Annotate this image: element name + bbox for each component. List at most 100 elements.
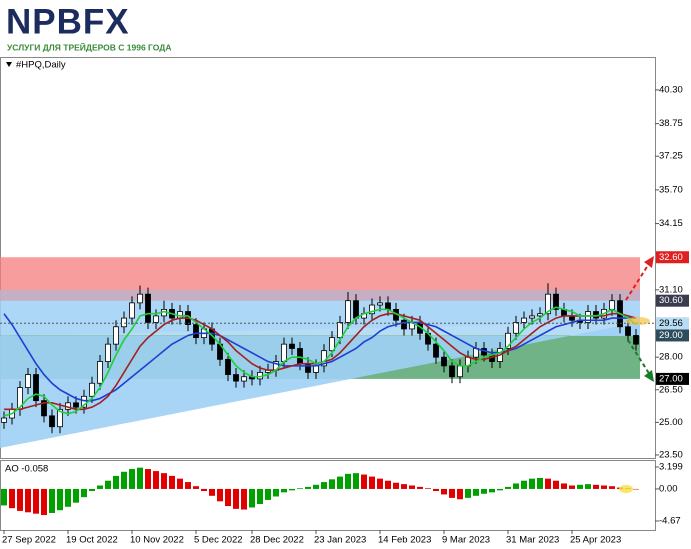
price-marker-label: 30.60 [659,295,683,306]
candle-body [25,374,31,389]
price-marker-label: 27.00 [659,373,683,384]
ao-bar [265,488,271,500]
y-tick-label: 26.50 [659,384,683,395]
ao-bar [209,488,215,496]
candle-body [193,324,199,339]
ao-bar [225,488,231,507]
ao-bar [281,488,287,493]
candle-body [585,311,591,323]
y-tick-label: -4.67 [659,516,681,527]
ao-bar [145,469,151,489]
ao-bar [529,478,535,489]
ao-bar [481,488,487,494]
candle-body [345,300,351,323]
candle-body [609,300,615,310]
y-tick-label: 0.00 [659,483,678,494]
ao-bar [105,480,111,489]
ao-bar [449,488,455,498]
candle-body [289,343,295,349]
candle-body [121,317,127,328]
candle-body [233,374,239,382]
y-tick-label: 28.00 [659,352,683,363]
candle-body [97,361,103,384]
ao-frame [0,460,656,531]
ao-bar [369,476,375,489]
ao-bar [513,483,519,489]
ao-bar [97,485,103,489]
ao-bar [329,479,335,489]
ao-bar [569,485,575,489]
candle-body [521,317,527,323]
ao-bar [297,488,303,489]
ao-bar [121,471,127,489]
ao-bar [553,480,559,489]
ao-bar [177,478,183,489]
y-tick-label: 34.15 [659,218,683,229]
x-tick-label: 14 Feb 2023 [378,535,431,546]
ao-bar [593,484,599,489]
x-tick-label: 19 Oct 2022 [66,535,118,546]
x-tick-label: 25 Apr 2023 [570,535,621,546]
arrowhead [644,370,654,382]
price-marker-label: 29.56 [659,318,683,329]
candle-body [241,376,247,382]
candle-body [377,302,383,306]
ao-bar [425,488,431,489]
zone [0,257,640,301]
candle-body [369,304,375,315]
ao-bar [113,475,119,489]
ao-bar [41,488,47,516]
candle-body [81,395,87,408]
candle-body [313,365,319,373]
chart-title: #HPQ,Daily [16,60,66,71]
ao-bar [137,467,143,489]
highlight [626,317,650,325]
candle-body [129,302,135,319]
price-marker [656,317,689,330]
highlight [619,485,633,493]
ao-bar [217,488,223,502]
menu-arrow [6,62,12,67]
ao-bar [305,486,311,489]
ao-bar [9,488,15,509]
price-marker [656,294,689,307]
candle-body [401,319,407,330]
ao-bar [321,482,327,489]
candle-body [105,343,111,362]
x-tick-label: 9 Mar 2023 [442,535,490,546]
candle-body [337,322,343,339]
price-marker-label: 29.00 [659,330,683,341]
candle-body [137,293,143,304]
y-tick-label: 35.70 [659,184,683,195]
ao-bar [545,478,551,489]
ao-bar [273,488,279,497]
y-tick-label: 37.25 [659,151,683,162]
ao-bar [33,488,39,514]
ao-bar [465,488,471,498]
ao-bar [57,488,63,511]
candle-body [49,415,55,428]
ao-bar [361,474,367,489]
ao-bar [169,475,175,489]
x-tick-label: 27 Sep 2022 [2,535,56,546]
y-tick-label: 38.75 [659,118,683,129]
arrows [619,256,654,493]
ao-bar [1,488,7,506]
y-tick-label: 31.10 [659,284,683,295]
ao-bar [393,482,399,489]
price-marker-label: 32.60 [659,252,683,263]
ao-bar [497,488,503,491]
ao-bar [161,473,167,489]
x-tick-label: 28 Dec 2022 [250,535,304,546]
y-tick-label: 25.00 [659,417,683,428]
y-tick-label: 23.50 [659,449,683,460]
ao-bar [257,488,263,505]
ao-bar [81,488,87,498]
candle-body [513,322,519,334]
price-marker [656,251,689,264]
candle-body [153,315,159,323]
candle-body [281,343,287,362]
ao-bar [505,486,511,489]
